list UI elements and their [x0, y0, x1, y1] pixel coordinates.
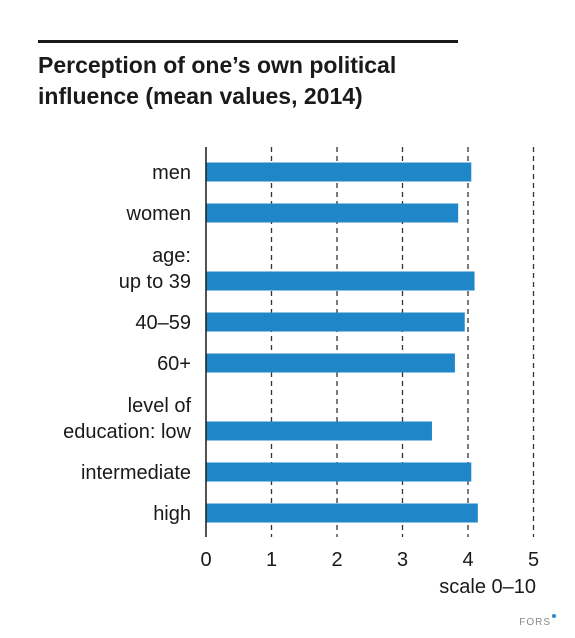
chart-title: Perception of one’s own political influe…	[38, 52, 397, 109]
category-label: high	[153, 503, 191, 525]
credit-label: FORS	[519, 617, 551, 628]
bar-5	[206, 421, 432, 441]
category-label: women	[126, 203, 191, 225]
x-tick-label-4: 4	[462, 549, 473, 571]
category-label: 40–59	[135, 312, 191, 334]
bar-6	[206, 462, 472, 482]
bar-3	[206, 312, 465, 332]
bars	[206, 162, 478, 523]
category-label: intermediate	[81, 462, 191, 484]
axes: 0 1 2 3 4 5	[200, 147, 539, 571]
bar-0	[206, 162, 472, 182]
category-label: level of	[128, 395, 192, 417]
bar-2	[206, 271, 475, 291]
credit-dot-icon	[552, 614, 556, 618]
category-label: age:	[152, 245, 191, 267]
x-axis-label: scale 0–10	[439, 576, 536, 598]
category-label: men	[152, 162, 191, 184]
category-label: education: low	[63, 421, 191, 443]
category-label: up to 39	[119, 271, 191, 293]
bar-1	[206, 203, 459, 223]
category-label: 60+	[157, 353, 191, 375]
source-credit: FORS	[519, 614, 556, 628]
x-tick-label-3: 3	[397, 549, 408, 571]
x-tick-label-0: 0	[200, 549, 211, 571]
bar-4	[206, 353, 455, 373]
x-tick-label-5: 5	[528, 549, 539, 571]
x-tick-label-1: 1	[266, 549, 277, 571]
category-labels: men women age: up to 39 40–59 60+ level of educ…	[63, 162, 191, 525]
x-tick-label-2: 2	[331, 549, 342, 571]
title-rule	[38, 40, 458, 43]
bar-7	[206, 503, 478, 523]
